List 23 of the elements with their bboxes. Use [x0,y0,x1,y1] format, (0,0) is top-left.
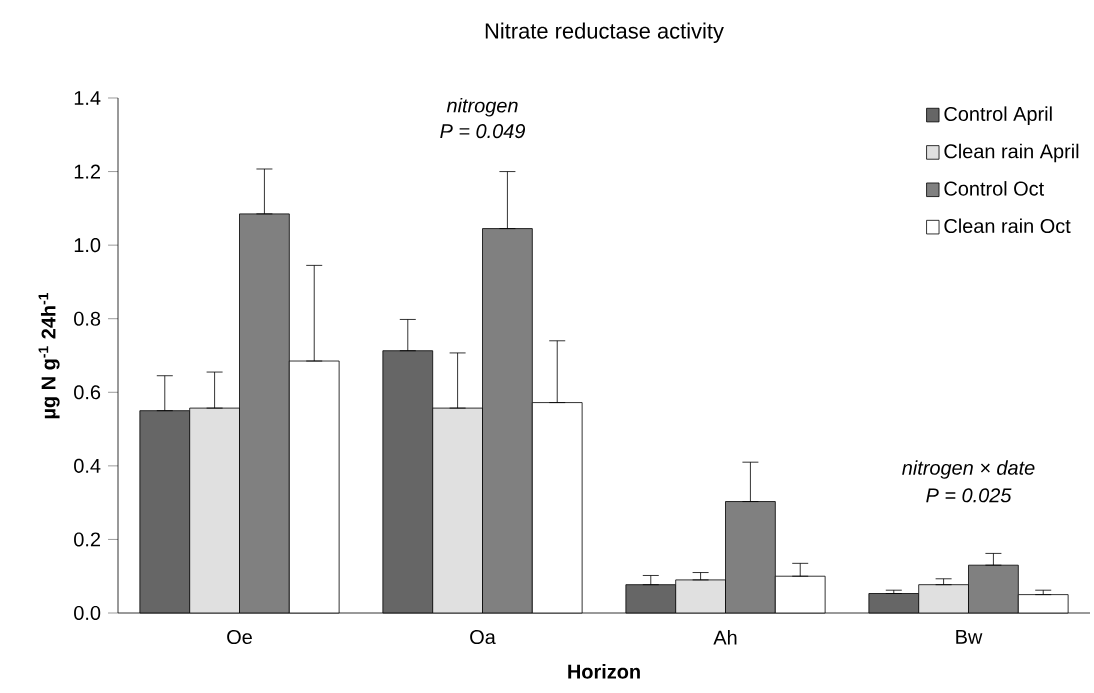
annotation: nitrogen × date [902,460,1035,479]
legend-label: Clean rain April [944,143,1079,163]
x-tick-label: Oa [470,630,496,645]
annotation: P = 0.025 [926,488,1012,503]
x-tick-label: Ah [713,630,737,645]
y-tick-label: 0.0 [74,605,101,621]
y-axis-title: µg N g$^{-1}$ 24h$^{-1}$ [38,292,60,419]
y-tick-label: 1.2 [74,164,101,179]
y-tick-label: 0.6 [74,385,101,400]
annotation: nitrogen [446,97,518,117]
x-tick-label: Bw [956,629,983,644]
legend-label: Clean rain Oct [944,218,1071,234]
chart-title: Nitrate reductase activity [485,22,724,43]
x-axis-title: Horizon [568,664,640,679]
annotation: P = 0.049 [440,124,526,139]
x-tick-label: Oe [227,630,252,645]
y-tick-label: 0.8 [74,311,101,326]
y-tick-label: 1.0 [74,238,101,253]
y-tick-label: 1.4 [74,91,101,105]
legend-label: Control April [944,106,1052,125]
y-tick-label: 0.2 [74,532,101,547]
y-tick-label: 0.4 [74,458,101,473]
legend-label: Control Oct [944,181,1045,196]
